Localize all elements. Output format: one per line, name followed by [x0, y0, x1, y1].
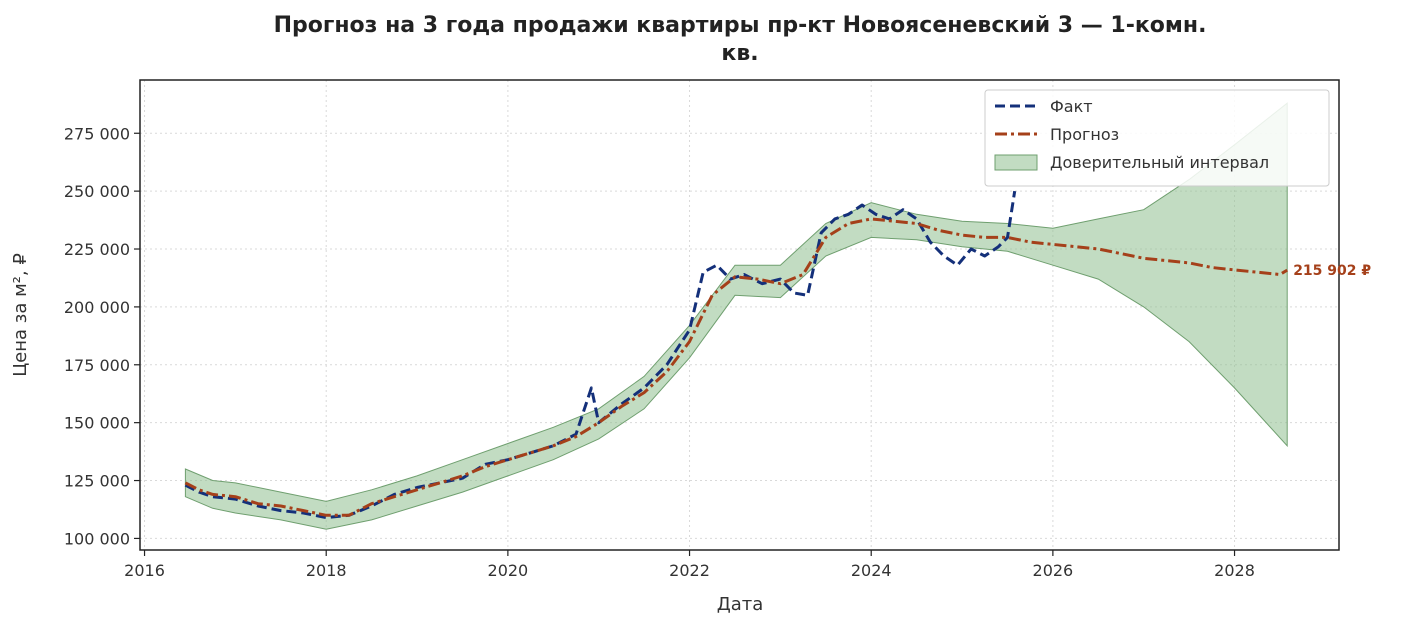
legend-ci-swatch [994, 154, 1038, 171]
y-tick-label: 150 000 [64, 414, 130, 433]
legend-forecast-label: Прогноз [1050, 125, 1119, 144]
legend-fact-label: Факт [1050, 97, 1093, 116]
y-tick-label: 125 000 [64, 472, 130, 491]
forecast-end-label: 215 902 ₽ [1293, 263, 1371, 279]
y-tick-label: 275 000 [64, 124, 130, 143]
y-tick-label: 100 000 [64, 529, 130, 548]
plot-frame [139, 79, 1340, 551]
y-tick-label: 225 000 [64, 240, 130, 259]
confidence-interval-layer [184, 102, 1288, 530]
y-axis-ticks: 100 000 125 000 150 000 175 000 200 000 225 0… [64, 124, 140, 548]
legend-box [984, 89, 1330, 187]
x-axis-ticks: 2016 2018 2020 2022 2024 2026 2028 [124, 550, 1255, 580]
x-tick-label: 2026 [1033, 561, 1074, 580]
x-tick-label: 2018 [306, 561, 347, 580]
fact-line [184, 190, 1017, 520]
y-tick-label: 175 000 [64, 356, 130, 375]
x-tick-label: 2024 [851, 561, 892, 580]
x-tick-label: 2022 [669, 561, 710, 580]
x-tick-label: 2028 [1214, 561, 1255, 580]
x-tick-label: 2020 [488, 561, 529, 580]
legend: Факт Прогноз Доверительный интервал [984, 89, 1330, 187]
series-layer [184, 190, 1288, 520]
x-axis-label: Дата [717, 594, 764, 615]
confidence-interval-band [184, 102, 1288, 530]
legend-ci-label: Доверительный интервал [1050, 153, 1269, 172]
chart-title-line1: Прогноз на 3 года продажи квартиры пр-кт… [274, 13, 1207, 38]
y-tick-label: 200 000 [64, 298, 130, 317]
x-tick-label: 2016 [124, 561, 165, 580]
chart-title-line2: кв. [721, 41, 758, 66]
forecast-line [184, 217, 1288, 517]
y-tick-label: 250 000 [64, 182, 130, 201]
y-axis-label: Цена за м², ₽ [10, 253, 31, 377]
